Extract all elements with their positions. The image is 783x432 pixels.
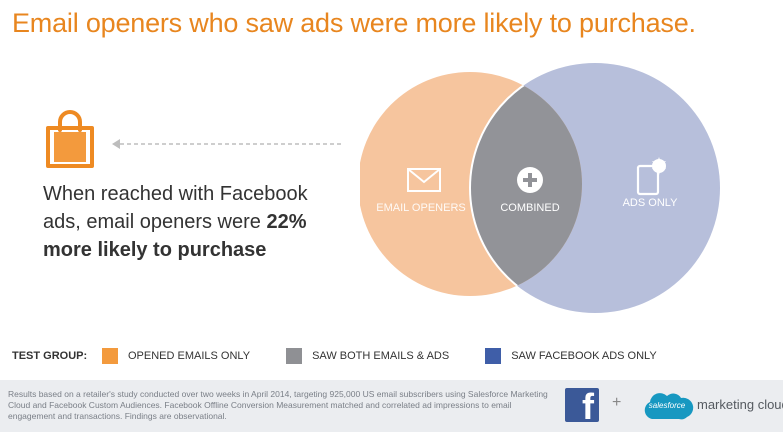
- legend-label: OPENED EMAILS ONLY: [128, 350, 251, 362]
- claim-lead: When reached with Facebook ads, email op…: [43, 183, 308, 233]
- venn-diagram: [360, 63, 720, 313]
- facebook-logo: f: [565, 388, 599, 422]
- salesforce-logo-text: salesforce: [648, 401, 686, 410]
- venn-overlap: [469, 72, 582, 296]
- legend-swatch-blue: [485, 348, 502, 364]
- footer: Results based on a retailer's study cond…: [0, 380, 783, 432]
- footnote: Results based on a retailer's study cond…: [8, 389, 548, 421]
- legend-item-opened-emails: OPENED EMAILS ONLY: [102, 348, 250, 364]
- plus-circle-icon: [517, 167, 543, 193]
- claim-emphasis: 22% more likely to purchase: [43, 211, 307, 261]
- plus-sign: +: [612, 394, 622, 411]
- salesforce-cloud-logo: [644, 393, 694, 420]
- venn-label-combined: COMBINED: [500, 202, 560, 214]
- venn-label-ads-only: ADS ONLY: [622, 197, 678, 209]
- marketing-cloud-text: marketing cloud: [697, 397, 783, 412]
- legend-label: SAW BOTH EMAILS & ADS: [312, 350, 450, 362]
- envelope-icon: [407, 168, 441, 192]
- dashed-arrow: [112, 139, 344, 149]
- legend: TEST GROUP: OPENED EMAILS ONLY SAW BOTH …: [12, 346, 772, 366]
- legend-item-facebook-ads: SAW FACEBOOK ADS ONLY: [485, 348, 657, 364]
- legend-swatch-orange: [102, 348, 118, 364]
- legend-title: TEST GROUP:: [12, 350, 88, 362]
- facebook-logo-letter: f: [582, 388, 594, 422]
- legend-item-both: SAW BOTH EMAILS & ADS: [286, 348, 449, 364]
- legend-swatch-gray: [286, 348, 303, 364]
- shopping-bag-icon: [46, 110, 94, 168]
- legend-label: SAW FACEBOOK ADS ONLY: [511, 350, 657, 362]
- headline: Email openers who saw ads were more like…: [12, 8, 696, 38]
- claim-text: When reached with Facebook ads, email op…: [43, 180, 333, 264]
- mobile-ad-icon: [636, 157, 666, 196]
- venn-label-email-openers: EMAIL OPENERS: [376, 202, 466, 214]
